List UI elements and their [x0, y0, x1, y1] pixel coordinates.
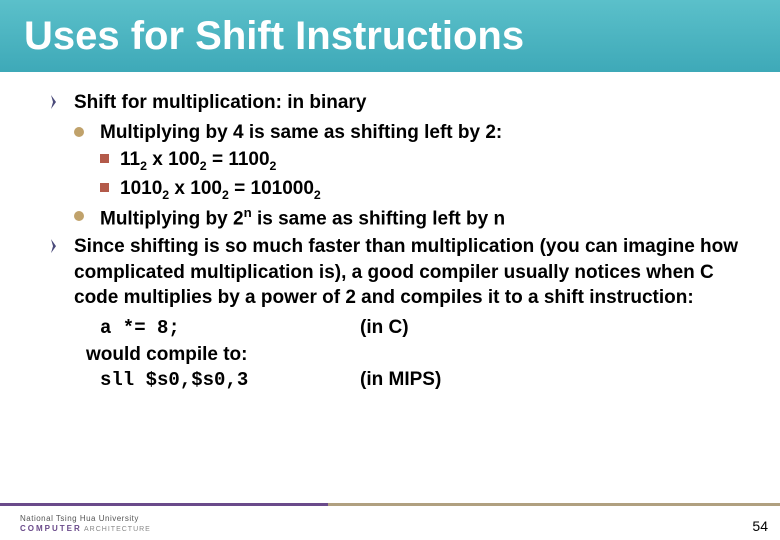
slide-title: Uses for Shift Instructions: [24, 14, 524, 59]
footer-dept-architecture: ARCHITECTURE: [84, 526, 151, 533]
footer-logo: National Tsing Hua University COMPUTER A…: [20, 514, 151, 534]
bullet-example-1: 112 x 1002 = 11002: [100, 147, 740, 174]
code-mips-lang: (in MIPS): [360, 367, 441, 394]
footer-divider-beige: [328, 503, 780, 506]
title-bar: Uses for Shift Instructions: [0, 0, 780, 72]
footer-university: National Tsing Hua University: [20, 514, 151, 524]
sub2-6: 2: [314, 188, 321, 202]
code-line-2: would compile to:: [86, 342, 740, 368]
sup-n: n: [244, 205, 252, 220]
code-block: a *= 8; (in C) would compile to: sll $s0…: [100, 315, 740, 394]
sub2-5: 2: [222, 188, 229, 202]
ex2-c: = 101000: [229, 178, 314, 199]
ex1-a: 11: [120, 149, 140, 170]
ex2-b: x 100: [169, 178, 222, 199]
ex2-a: 1010: [120, 178, 162, 199]
ex1-b: x 100: [147, 149, 200, 170]
bullet-mult-by-2n: Multiplying by 2n is same as shifting le…: [74, 204, 740, 232]
footer-divider: [0, 503, 780, 506]
sub2-2: 2: [200, 159, 207, 173]
code-c: a *= 8;: [100, 317, 180, 339]
code-mips: sll $s0,$s0,3: [100, 369, 248, 391]
footer-divider-purple: [0, 503, 328, 506]
b1-2-b: is same as shifting left by n: [252, 209, 505, 230]
bullet-compiler: Since shifting is so much faster than mu…: [48, 234, 740, 311]
ex1-c: = 1100: [207, 149, 270, 170]
page-number: 54: [752, 518, 768, 534]
code-line-1: a *= 8; (in C): [100, 315, 740, 342]
bullet-mult-by-4: Multiplying by 4 is same as shifting lef…: [74, 120, 740, 146]
bullet-shift-mult: Shift for multiplication: in binary: [48, 90, 740, 116]
code-line-3: sll $s0,$s0,3 (in MIPS): [100, 367, 740, 394]
slide-content: Shift for multiplication: in binary Mult…: [0, 72, 780, 394]
sub2-1: 2: [140, 159, 147, 173]
bullet-example-2: 10102 x 1002 = 1010002: [100, 176, 740, 203]
footer-department: COMPUTER ARCHITECTURE: [20, 524, 151, 534]
b1-2-a: Multiplying by 2: [100, 209, 244, 230]
code-c-lang: (in C): [360, 315, 409, 342]
footer-dept-computer: COMPUTER: [20, 524, 82, 533]
sub2-3: 2: [270, 159, 277, 173]
